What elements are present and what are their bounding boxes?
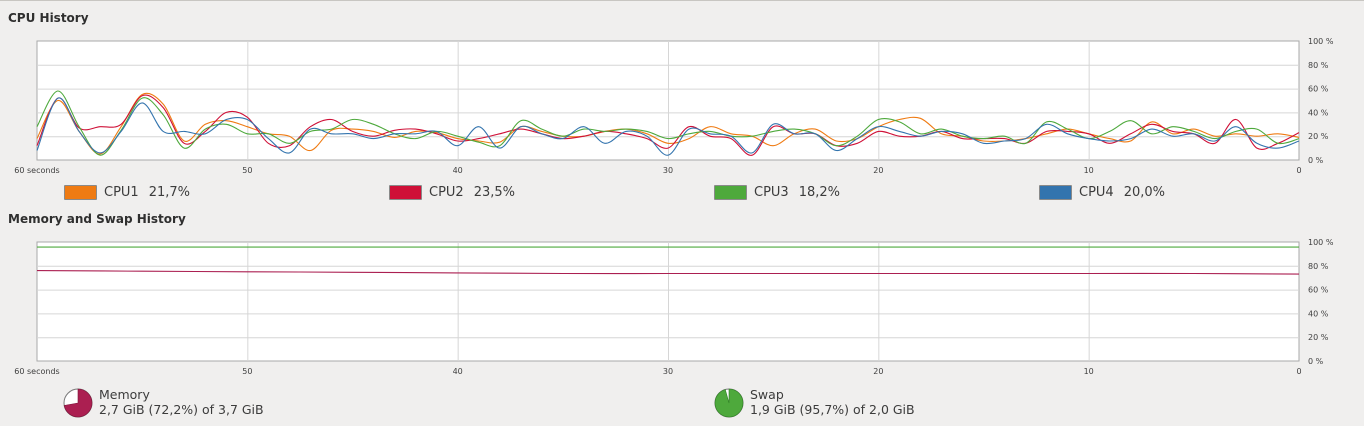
cpu-x-tick-label: 0 xyxy=(1296,166,1301,175)
cpu1-color-swatch[interactable] xyxy=(64,185,97,200)
cpu-x-tick-label: 40 xyxy=(453,166,463,175)
cpu-x-tick-label: 10 xyxy=(1084,166,1094,175)
swap-detail: 1,9 GiB (95,7%) of 2,0 GiB xyxy=(750,402,915,417)
mem-x-tick-label: 40 xyxy=(453,367,463,376)
cpu-y-tick-label: 60 % xyxy=(1308,85,1329,94)
cpu4-color-swatch[interactable] xyxy=(1039,185,1072,200)
cpu-y-tick-label: 40 % xyxy=(1308,108,1329,117)
cpu1-legend[interactable]: CPU1 21,7% xyxy=(64,185,190,200)
cpu-series-cpu2-line xyxy=(36,94,1300,156)
mem-x-tick-label: 50 xyxy=(242,367,252,376)
cpu-x-tick-label: 20 xyxy=(873,166,883,175)
cpu-y-tick-label: 80 % xyxy=(1308,61,1329,70)
mem-y-tick-label: 0 % xyxy=(1308,357,1324,366)
cpu-y-tick-label: 20 % xyxy=(1308,132,1329,141)
mem-y-tick-label: 20 % xyxy=(1308,333,1329,342)
mem-x-tick-label: 20 xyxy=(873,367,883,376)
cpu2-color-swatch[interactable] xyxy=(389,185,422,200)
cpu-y-tick-label: 100 % xyxy=(1308,38,1334,46)
cpu3-value: 18,2% xyxy=(798,185,841,200)
mem-y-tick-label: 40 % xyxy=(1308,309,1329,318)
mem-y-tick-label: 100 % xyxy=(1308,239,1334,247)
swap-pie-icon[interactable] xyxy=(714,388,744,418)
mem-x-tick-label: 0 xyxy=(1296,367,1301,376)
mem-y-tick-label: 80 % xyxy=(1308,262,1329,271)
cpu2-label: CPU2 xyxy=(429,185,464,200)
memory-detail: 2,7 GiB (72,2%) of 3,7 GiB xyxy=(99,402,264,417)
window-top-border xyxy=(0,0,1364,1)
cpu2-legend[interactable]: CPU2 23,5% xyxy=(389,185,515,200)
cpu-x-tick-label: 30 xyxy=(663,166,673,175)
memory-swap-history-graph: 100 % 80 % 60 % 40 % 20 % 0 % 60 seconds 50 40 30… xyxy=(14,239,1334,376)
mem-x-tick-label: 60 seconds xyxy=(14,367,59,376)
cpu4-legend[interactable]: CPU4 20,0% xyxy=(1039,185,1165,200)
swap-label: Swap xyxy=(750,387,784,402)
cpu-x-tick-label: 60 seconds xyxy=(14,166,59,175)
swap-legend[interactable]: Swap 1,9 GiB (95,7%) of 2,0 GiB xyxy=(714,387,915,418)
cpu-history-title: CPU History xyxy=(8,11,89,25)
cpu3-label: CPU3 xyxy=(754,185,789,200)
mem-x-tick-label: 30 xyxy=(663,367,673,376)
cpu-y-tick-label: 0 % xyxy=(1308,156,1324,165)
cpu-x-tick-label: 50 xyxy=(242,166,252,175)
cpu-history-graph: 100 % 80 % 60 % 40 % 20 % 0 % 60 seconds 50 40 30… xyxy=(14,38,1334,175)
cpu4-label: CPU4 xyxy=(1079,185,1114,200)
cpu2-value: 23,5% xyxy=(473,185,516,200)
memory-label: Memory xyxy=(99,387,150,402)
mem-x-tick-label: 10 xyxy=(1084,367,1094,376)
cpu4-value: 20,0% xyxy=(1123,185,1166,200)
cpu1-label: CPU1 xyxy=(104,185,139,200)
cpu3-color-swatch[interactable] xyxy=(714,185,747,200)
memory-legend[interactable]: Memory 2,7 GiB (72,2%) of 3,7 GiB xyxy=(63,387,264,418)
memory-swap-history-title: Memory and Swap History xyxy=(8,212,186,226)
memory-pie-icon[interactable] xyxy=(63,388,93,418)
cpu3-legend[interactable]: CPU3 18,2% xyxy=(714,185,840,200)
cpu1-value: 21,7% xyxy=(148,185,191,200)
mem-series-memory-line xyxy=(36,270,1300,275)
cpu-series-cpu4-line xyxy=(36,97,1300,156)
mem-y-tick-label: 60 % xyxy=(1308,286,1329,295)
